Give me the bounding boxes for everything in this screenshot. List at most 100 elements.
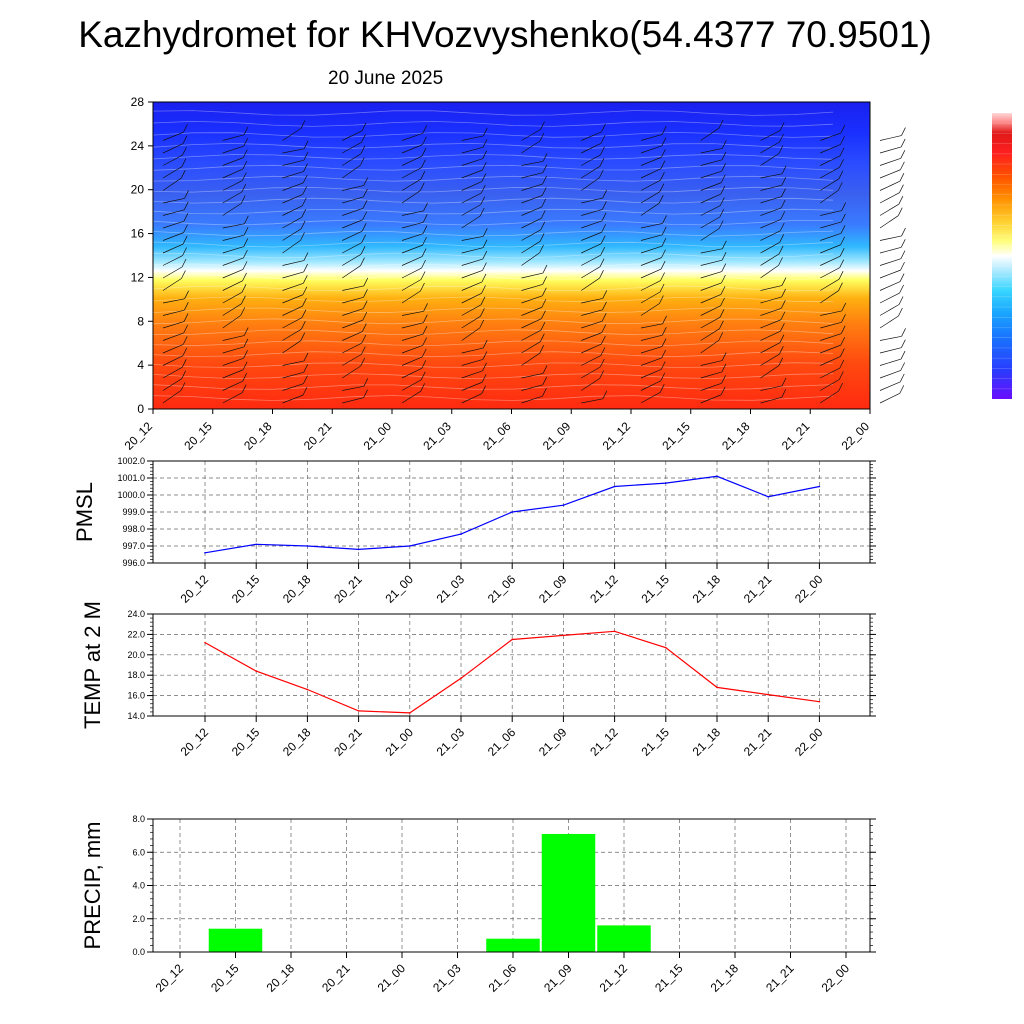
wind-barb-flag [361, 234, 366, 243]
wind-barb-flag [242, 361, 248, 370]
contour-line [152, 395, 834, 401]
wind-barb-flag [181, 370, 186, 379]
wind-barb [879, 281, 901, 291]
wind-barb-flag [242, 373, 248, 382]
wind-barb [222, 335, 245, 341]
wind-barb [760, 365, 779, 379]
wind-barb-flag [600, 146, 605, 155]
wind-barb [760, 396, 782, 404]
wind-barb [760, 219, 781, 229]
pmsl-point [665, 482, 667, 484]
heatmap-xtick-label: 21_15 [659, 419, 693, 453]
wind-barb [282, 260, 305, 266]
pmsl-ytick-label: 1002.0 [117, 456, 145, 466]
wind-barb [401, 221, 424, 229]
temp-point [306, 688, 309, 691]
wind-barb [581, 398, 603, 404]
wind-barb-flag [301, 321, 306, 330]
wind-barb-flag [900, 150, 906, 159]
temp-point [409, 712, 411, 714]
wind-barb-flag [302, 174, 308, 184]
wind-barb-flag [721, 352, 727, 361]
wind-barb-flag [539, 244, 544, 254]
wind-barb [521, 252, 540, 266]
wind-barb-flag [601, 224, 606, 233]
wind-barb-flag [359, 157, 365, 166]
wind-barb-flag [781, 188, 786, 197]
precip-xtick-label: 21_09 [541, 961, 575, 995]
wind-barb-flag [481, 161, 487, 171]
wind-barb [879, 135, 902, 141]
wind-barb [461, 169, 483, 179]
wind-barb-flag [601, 212, 607, 221]
wind-barb-flag [243, 138, 248, 147]
wind-barb-flag [303, 352, 309, 362]
wind-barb-flag [602, 390, 608, 399]
wind-barb [640, 191, 661, 204]
wind-barb [162, 278, 182, 291]
wind-barb-flag [184, 302, 189, 311]
wind-barb-flag [600, 235, 606, 244]
contour-line [152, 241, 834, 248]
wind-barb-flag [542, 376, 548, 385]
heatmap-ytick-label: 8 [137, 314, 144, 328]
wind-barb-flag [601, 313, 607, 322]
wind-barb-flag [599, 258, 605, 267]
pmsl-panel: 996.0 997.0 998.0 999.0 1000.0 1001.0 1002.0 20… [72, 456, 876, 606]
wind-barb-flag [303, 375, 308, 384]
wind-barb [700, 394, 722, 404]
precip-bar [486, 938, 540, 952]
wind-barb-flag [180, 170, 186, 179]
wind-barb [700, 371, 722, 379]
contour-line [152, 186, 834, 193]
wind-barb-flag [421, 259, 426, 269]
wind-barb-flag [362, 211, 367, 220]
temp-ytick-label: 16.0 [127, 691, 145, 701]
wind-barb [521, 295, 543, 304]
wind-barb-flag [899, 284, 904, 294]
wind-barb-flag [779, 346, 784, 355]
wind-barb-flag [423, 202, 428, 212]
wind-barb-flag [481, 285, 486, 294]
wind-barb-flag [719, 208, 725, 218]
temp-panel: 14.0 16.0 18.0 20.0 22.0 24.0 20_12 20_15 20_18 2… [80, 601, 876, 759]
wind-barb-flag [243, 338, 249, 348]
contour-line [152, 274, 834, 281]
wind-barb-flag [660, 172, 665, 181]
wind-barb [700, 271, 722, 279]
wind-barb [342, 219, 363, 229]
wind-barb-flag [780, 300, 786, 309]
wind-barb-flag [483, 228, 488, 237]
wind-barb [879, 180, 901, 191]
wind-barb-flag [780, 199, 786, 209]
wind-barb [461, 181, 482, 191]
wind-barb-flag [421, 148, 427, 157]
pmsl-point [818, 485, 821, 488]
contour-line [152, 296, 834, 303]
wind-barb [162, 154, 183, 166]
precip-ytick-label: 6.0 [132, 847, 145, 857]
wind-barb [342, 142, 362, 154]
pmsl-ytick-label: 1000.0 [117, 490, 145, 500]
wind-barb [461, 235, 484, 241]
pmsl-xtick-label: 20_18 [280, 572, 314, 606]
wind-barb [401, 190, 421, 204]
chart-title: Kazhydromet for KHVozvyshenko(54.4377 70… [78, 14, 932, 55]
heatmap-xtick-label: 20_18 [241, 419, 275, 453]
wind-barb [820, 390, 839, 404]
wind-barb [640, 156, 662, 166]
wind-barb-flag [421, 248, 427, 257]
precip-ytick-label: 2.0 [132, 914, 145, 924]
wind-barb-flag [660, 361, 666, 370]
contour-line [152, 263, 834, 270]
wind-barb [521, 195, 543, 204]
temp-xtick-label: 20_15 [229, 725, 263, 759]
wind-barb [222, 168, 243, 179]
wind-barb-flag [423, 303, 428, 312]
wind-barb [521, 272, 544, 279]
wind-barb-flag [479, 207, 485, 217]
wind-barb-flag [539, 132, 545, 142]
wind-barb-flag [542, 365, 548, 374]
wind-barb [640, 268, 662, 279]
wind-barb [581, 143, 602, 154]
